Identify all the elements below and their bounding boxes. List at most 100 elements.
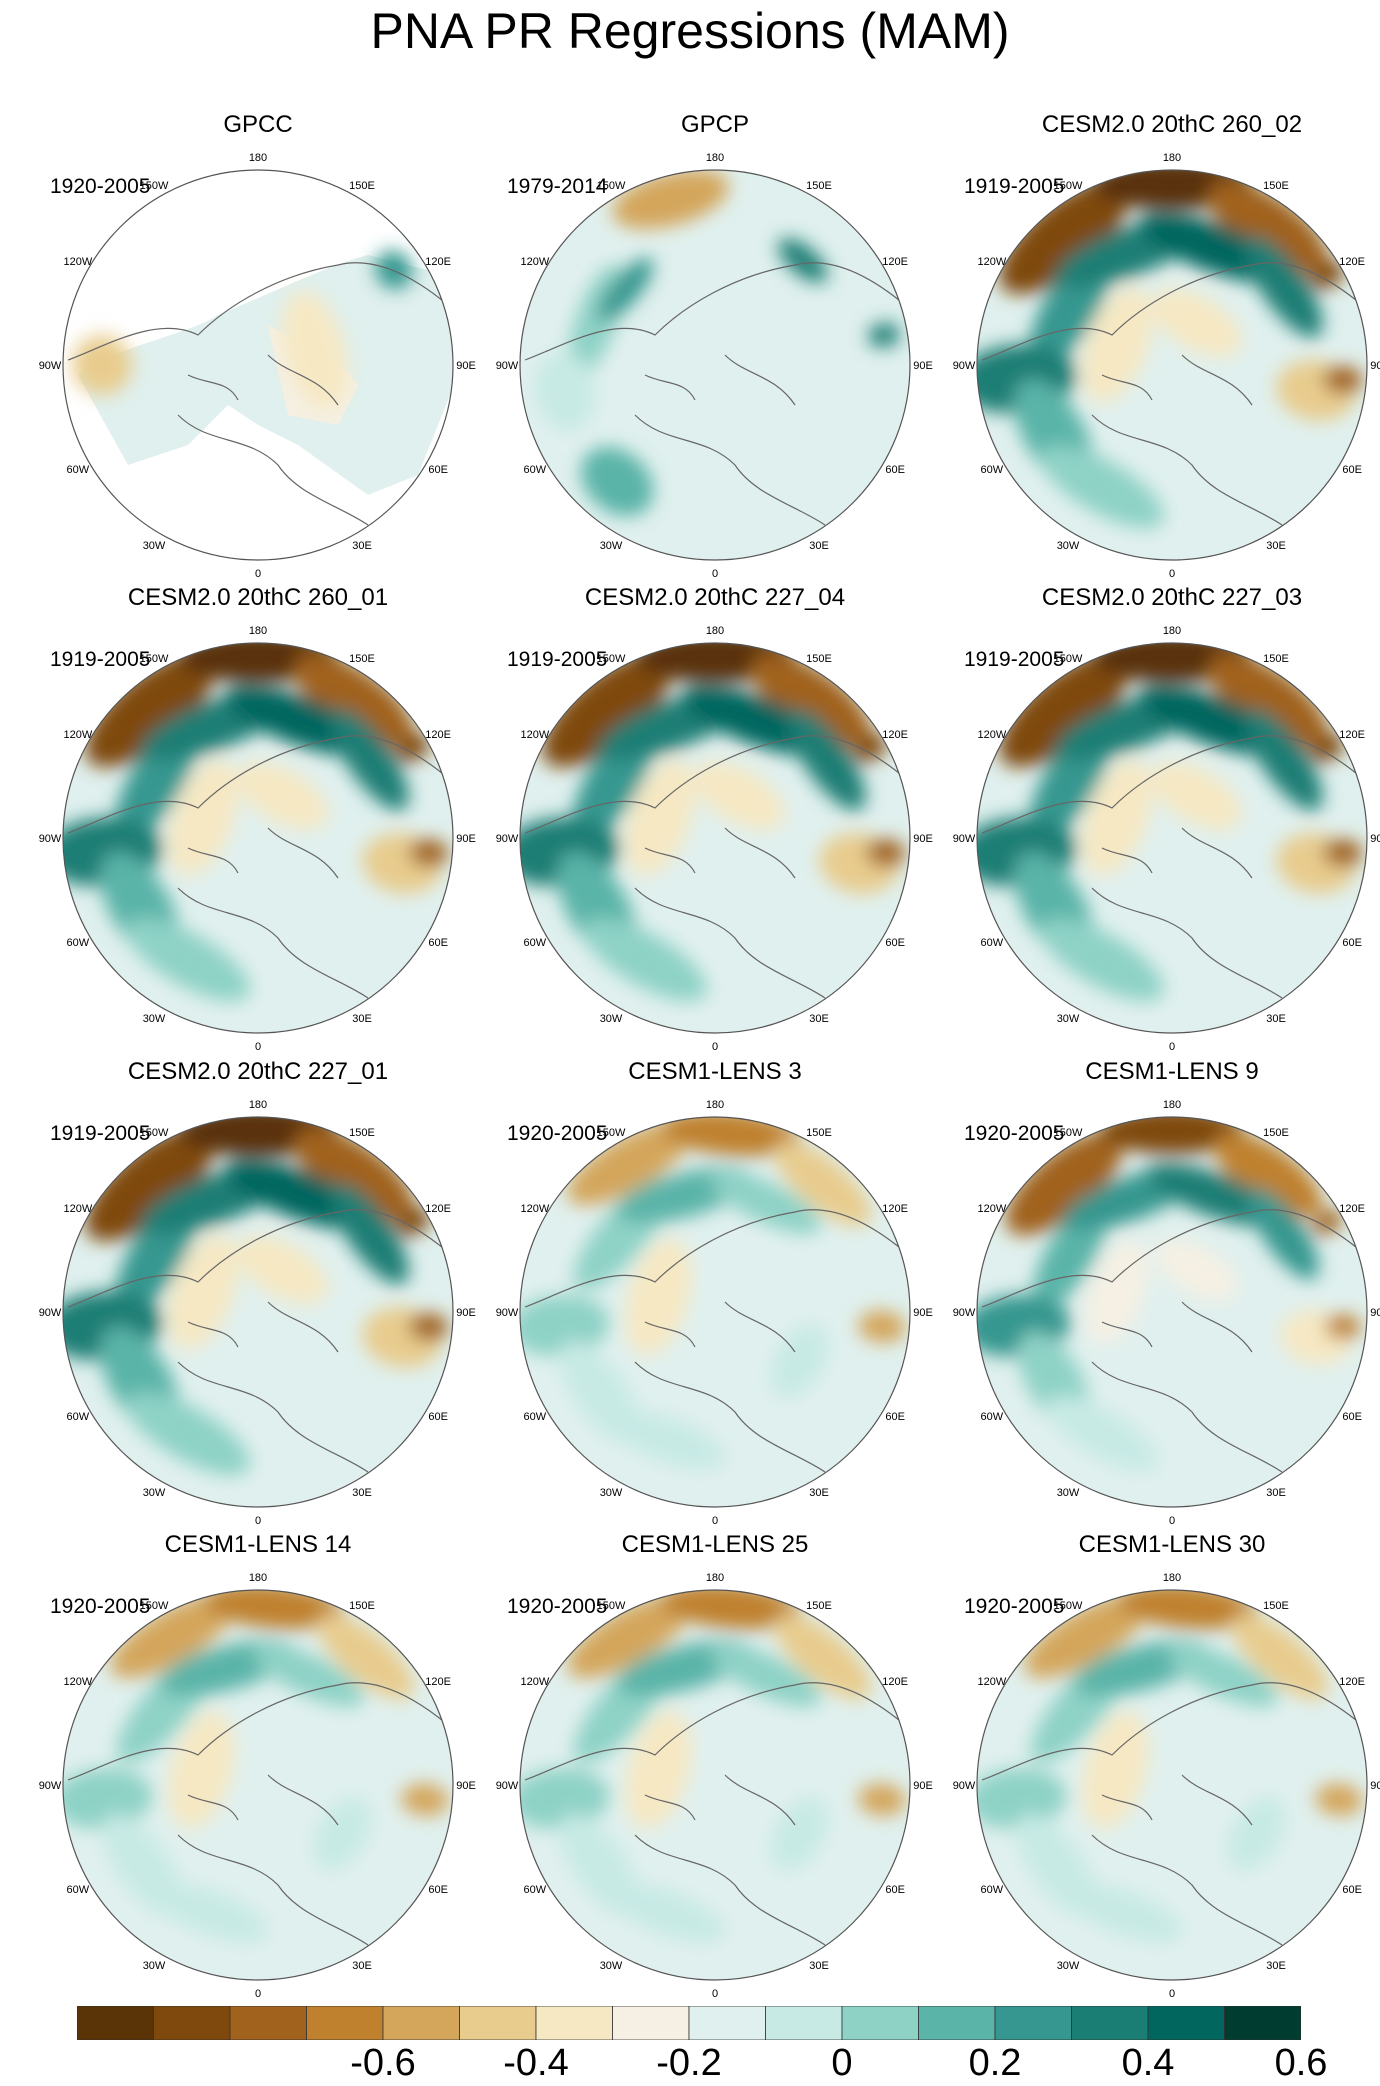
longitude-label: 150E <box>806 180 832 192</box>
longitude-label: 90E <box>913 1307 933 1319</box>
regression-contour <box>1151 289 1242 357</box>
map-boundary <box>62 642 454 1034</box>
regression-contour <box>770 1324 829 1398</box>
coastline <box>981 262 1363 526</box>
longitude-label: 150W <box>597 1127 626 1139</box>
longitude-label: 60E <box>428 937 448 949</box>
panel-period: 1920-2005 <box>507 1595 608 1618</box>
regression-contour <box>1085 1240 1149 1344</box>
longitude-label: 120E <box>1339 256 1365 268</box>
regression-contour <box>85 1125 216 1242</box>
coastline <box>67 735 449 999</box>
regression-contour <box>534 351 596 432</box>
longitude-label: 60W <box>67 937 90 949</box>
longitude-label: 0 <box>1169 568 1175 580</box>
longitude-label: 150E <box>1263 1127 1289 1139</box>
polar-map: 180 150E 120E 90E 60E 30E 0 30W 60W 90W 120W 150W <box>496 625 933 1053</box>
panel-period: 1920-2005 <box>50 175 151 198</box>
longitude-label: 60W <box>524 1411 547 1423</box>
longitude-label: 90W <box>39 1780 62 1792</box>
longitude-label: 0 <box>1169 1041 1175 1053</box>
regression-contour <box>1082 760 1152 876</box>
longitude-label: 150W <box>140 653 169 665</box>
regression-contour <box>774 1613 872 1700</box>
longitude-label: 60W <box>67 1884 90 1896</box>
longitude-label: 30W <box>1057 1960 1080 1972</box>
regression-contour <box>1244 235 1323 338</box>
map-boundary <box>62 169 454 561</box>
longitude-label: 30W <box>1057 1013 1080 1025</box>
panel-period: 1979-2014 <box>507 175 608 198</box>
longitude-label: 120W <box>520 1203 549 1215</box>
longitude-label: 60E <box>1342 464 1362 476</box>
longitude-label: 120E <box>882 729 908 741</box>
longitude-label: 90E <box>1370 833 1380 845</box>
longitude-label: 120W <box>977 1203 1006 1215</box>
panel-period: 1919-2005 <box>507 648 608 671</box>
regression-contour <box>868 323 900 348</box>
regression-contour <box>865 838 906 868</box>
coastline <box>524 735 906 999</box>
regression-contour <box>168 1234 238 1350</box>
panel-title: CESM2.0 20thC 260_01 <box>127 584 389 611</box>
coastline <box>67 262 449 526</box>
polar-map: 180 150E 120E 90E 60E 30E 0 30W 60W 90W 120W 150W <box>39 152 476 580</box>
longitude-label: 30E <box>352 1960 372 1972</box>
panel-period: 1919-2005 <box>50 648 151 671</box>
longitude-label: 120E <box>1339 1676 1365 1688</box>
longitude-label: 150W <box>1054 653 1083 665</box>
coastline <box>981 735 1363 999</box>
colorbar-tick-label: 0.2 <box>968 2042 1022 2084</box>
map-panel: 180 150E 120E 90E 60E 30E 0 30W 60W 90W 120W 150W CE… <box>952 584 1380 1058</box>
longitude-label: 150W <box>140 180 169 192</box>
longitude-label: 30W <box>600 540 623 552</box>
longitude-label: 90W <box>496 360 519 372</box>
longitude-label: 90W <box>39 833 62 845</box>
map-panel: 180 150E 120E 90E 60E 30E 0 30W 60W 90W 120W 150W CE… <box>38 1531 478 2005</box>
polar-map: 180 150E 120E 90E 60E 30E 0 30W 60W 90W 120W 150W <box>953 152 1380 580</box>
regression-contour <box>237 1236 328 1304</box>
regression-contour <box>1312 1209 1343 1235</box>
regression-contour <box>294 1127 415 1222</box>
longitude-label: 90E <box>456 1780 476 1792</box>
regression-contour <box>408 1312 449 1342</box>
longitude-label: 90E <box>913 360 933 372</box>
panel-period: 1920-2005 <box>964 1595 1065 1618</box>
regression-contour <box>408 838 449 868</box>
colorbar-swatch <box>229 2006 307 2040</box>
longitude-label: 150W <box>140 1600 169 1612</box>
longitude-label: 120W <box>520 729 549 741</box>
panel-title: CESM1-LENS 30 <box>1078 1531 1266 1558</box>
longitude-label: 60W <box>524 1884 547 1896</box>
longitude-label: 60W <box>524 937 547 949</box>
longitude-label: 90E <box>456 360 476 372</box>
longitude-label: 30E <box>352 1013 372 1025</box>
longitude-label: 60E <box>885 1884 905 1896</box>
longitude-label: 90E <box>1370 1307 1380 1319</box>
longitude-label: 90E <box>913 833 933 845</box>
regression-contour <box>168 1711 235 1829</box>
regression-contour <box>597 257 654 322</box>
colorbar-swatch <box>153 2006 231 2040</box>
map-boundary <box>976 642 1368 1034</box>
regression-contour <box>977 1768 1067 1829</box>
regression-contour <box>625 760 695 876</box>
regression-contour <box>294 653 415 748</box>
regression-contour <box>1005 1131 1123 1236</box>
polar-map: 180 150E 120E 90E 60E 30E 0 30W 60W 90W 120W 150W <box>496 1099 933 1527</box>
longitude-label: 30W <box>1057 1487 1080 1499</box>
map-boundary <box>976 169 1368 561</box>
longitude-label: 150E <box>806 1600 832 1612</box>
regression-contour <box>567 1594 692 1679</box>
panel-title: CESM2.0 20thC 227_04 <box>584 584 846 611</box>
regression-contour <box>625 1711 692 1829</box>
regression-contour <box>582 917 707 1002</box>
panel-title: GPCP <box>680 111 749 138</box>
colorbar-swatch <box>535 2006 613 2040</box>
regression-contour <box>1039 917 1164 1002</box>
map-panel: 180 150E 120E 90E 60E 30E 0 30W 60W 90W 120W 150W CE… <box>495 584 935 1058</box>
coastline <box>524 262 906 526</box>
panel-title: GPCC <box>223 111 293 138</box>
colorbar-tick-label: 0.4 <box>1121 2042 1175 2084</box>
map-panel: 180 150E 120E 90E 60E 30E 0 30W 60W 90W 120W 150W CE… <box>38 1058 478 1532</box>
